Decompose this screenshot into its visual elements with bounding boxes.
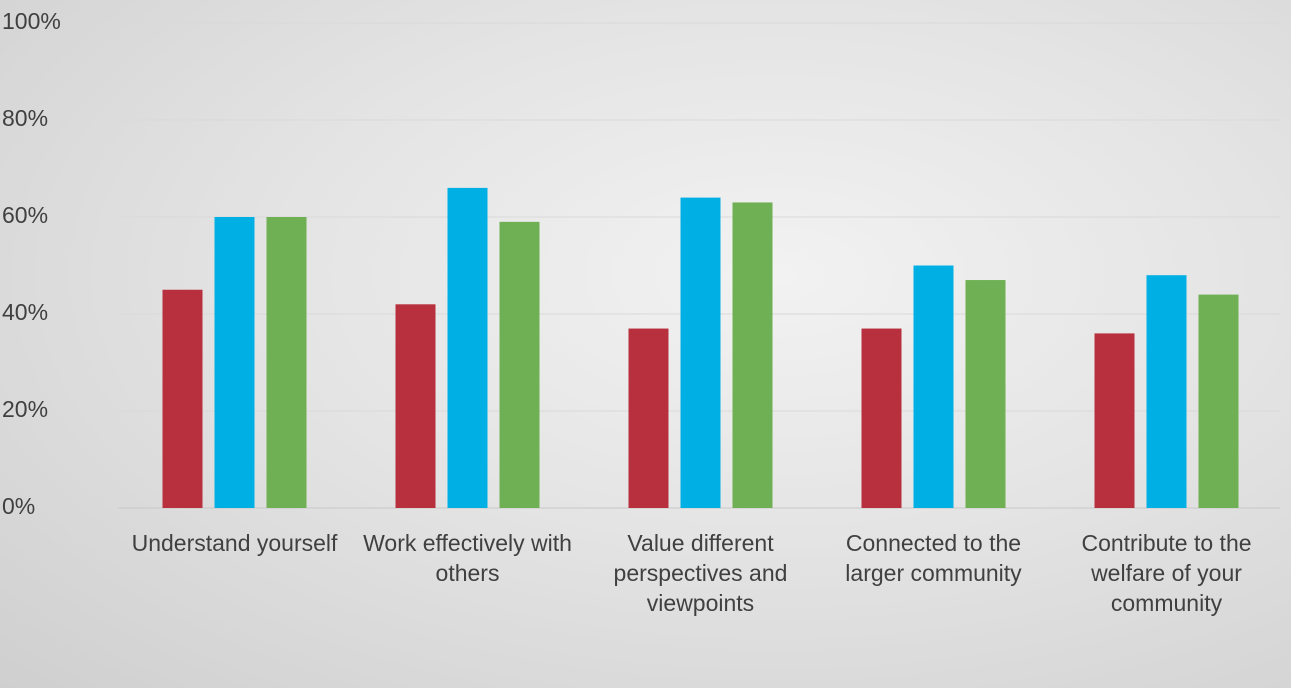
- x-tick-label: Understand yourself: [119, 528, 351, 558]
- y-tick-label: 100%: [2, 8, 61, 34]
- bar: [914, 266, 954, 509]
- bar: [1199, 295, 1239, 508]
- bar: [396, 304, 436, 508]
- y-tick-label: 0%: [2, 493, 35, 519]
- bar: [1147, 275, 1187, 508]
- bar: [1095, 333, 1135, 508]
- bar: [681, 198, 721, 508]
- x-tick-label: Contribute to the welfare of your commun…: [1051, 528, 1283, 618]
- bar: [966, 280, 1006, 508]
- bar: [862, 329, 902, 508]
- x-tick-label: Work effectively with others: [352, 528, 584, 588]
- bar: [215, 217, 255, 508]
- y-tick-label: 60%: [2, 202, 48, 228]
- x-tick-label: Value different perspectives and viewpoi…: [585, 528, 817, 618]
- y-tick-label: 20%: [2, 396, 48, 422]
- bar: [267, 217, 307, 508]
- x-tick-label: Connected to the larger community: [818, 528, 1050, 588]
- bar: [733, 202, 773, 508]
- y-tick-label: 80%: [2, 105, 48, 131]
- bar: [448, 188, 488, 508]
- bar: [629, 329, 669, 508]
- bar: [163, 290, 203, 508]
- page: 0%20%40%60%80%100% (() => { const data =…: [0, 0, 1291, 688]
- y-tick-label: 40%: [2, 299, 48, 325]
- bar: [500, 222, 540, 508]
